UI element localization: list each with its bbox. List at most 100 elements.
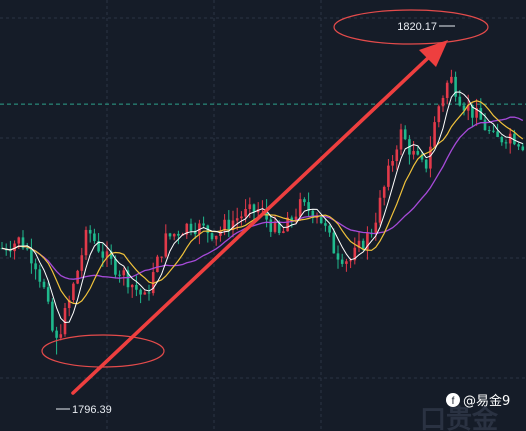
candle-body xyxy=(361,240,365,250)
candle xyxy=(420,150,424,163)
candle xyxy=(202,216,205,229)
candle-body xyxy=(454,76,457,97)
candle xyxy=(105,241,109,267)
candle xyxy=(67,295,71,317)
candle-body xyxy=(471,105,474,118)
candle-body xyxy=(34,263,37,270)
candle xyxy=(517,142,520,151)
candle-body xyxy=(240,216,243,219)
candle xyxy=(504,139,508,149)
candle-body xyxy=(76,270,79,284)
candle-body xyxy=(147,292,151,294)
candle xyxy=(59,324,63,341)
candle xyxy=(454,71,457,102)
candle-body xyxy=(290,217,294,221)
candle-body xyxy=(21,237,25,249)
candle xyxy=(93,228,96,244)
candle xyxy=(185,222,189,239)
candle-body xyxy=(403,129,407,140)
candle-body xyxy=(441,97,445,107)
ma-long-line xyxy=(1,116,524,280)
candle-body xyxy=(273,221,277,232)
candle-body xyxy=(424,159,428,169)
watermark-ghost-text: 口贵金 xyxy=(420,404,499,431)
candle xyxy=(30,238,33,274)
candle-body xyxy=(198,223,201,235)
candle xyxy=(143,289,147,295)
candle-body xyxy=(387,165,390,187)
candle xyxy=(118,270,121,283)
candle-body xyxy=(172,233,176,237)
candle xyxy=(248,197,252,218)
candle xyxy=(227,210,231,238)
candle-body xyxy=(223,219,226,231)
candle-body xyxy=(479,108,483,120)
candle xyxy=(462,102,466,116)
candle xyxy=(382,185,386,206)
candle-body xyxy=(156,256,159,273)
candle-body xyxy=(130,284,134,288)
candle-body xyxy=(214,235,218,240)
candle-body xyxy=(252,204,256,213)
candle-body xyxy=(17,237,21,244)
candle xyxy=(164,224,168,259)
candle xyxy=(147,284,151,301)
candle-body xyxy=(399,129,403,150)
low-price-label: 1796.39 xyxy=(72,404,112,416)
candle-body xyxy=(445,82,449,98)
logo-badge-glyph: f xyxy=(452,396,455,407)
candle-body xyxy=(114,258,117,275)
candle xyxy=(269,215,273,237)
candle xyxy=(135,275,138,297)
candle-body xyxy=(105,251,109,258)
candle-body xyxy=(496,131,499,137)
candle-body xyxy=(336,253,340,260)
candle-body xyxy=(319,216,323,224)
candle-body xyxy=(55,330,58,338)
candle xyxy=(88,225,92,243)
candle xyxy=(51,298,54,333)
candle-body xyxy=(126,270,130,288)
logo-badge-icon xyxy=(446,393,460,407)
candle xyxy=(487,126,491,134)
candle xyxy=(429,136,432,178)
candle xyxy=(361,238,365,251)
candle xyxy=(235,207,239,231)
candle xyxy=(17,236,21,249)
candle-body xyxy=(345,261,348,264)
candle xyxy=(458,90,462,107)
candle xyxy=(508,128,512,154)
candle-body xyxy=(59,334,63,338)
candle xyxy=(168,232,172,240)
candle xyxy=(126,266,130,294)
candle-body xyxy=(340,259,344,264)
candle-body xyxy=(135,284,138,290)
candle xyxy=(500,135,504,146)
candle-body xyxy=(25,248,29,250)
candle-body xyxy=(420,154,424,160)
candle-body xyxy=(487,130,491,132)
candle xyxy=(521,142,525,152)
candle xyxy=(378,190,382,226)
candle-body xyxy=(143,292,147,295)
candle xyxy=(193,222,197,239)
candle xyxy=(189,218,193,236)
candle-body xyxy=(189,223,193,231)
candle xyxy=(231,210,235,238)
candle xyxy=(172,233,176,241)
candle xyxy=(441,95,445,112)
candle-body xyxy=(210,233,214,240)
candle-body xyxy=(168,233,172,237)
candle-body xyxy=(382,186,386,198)
candle xyxy=(214,235,218,246)
candle xyxy=(139,288,142,304)
candle xyxy=(9,240,12,258)
candle-body xyxy=(450,76,453,83)
candle-body xyxy=(437,106,441,123)
candle xyxy=(240,211,243,226)
candle xyxy=(38,264,42,288)
candle xyxy=(357,232,361,253)
candle-body xyxy=(303,199,306,203)
candle xyxy=(492,124,495,133)
